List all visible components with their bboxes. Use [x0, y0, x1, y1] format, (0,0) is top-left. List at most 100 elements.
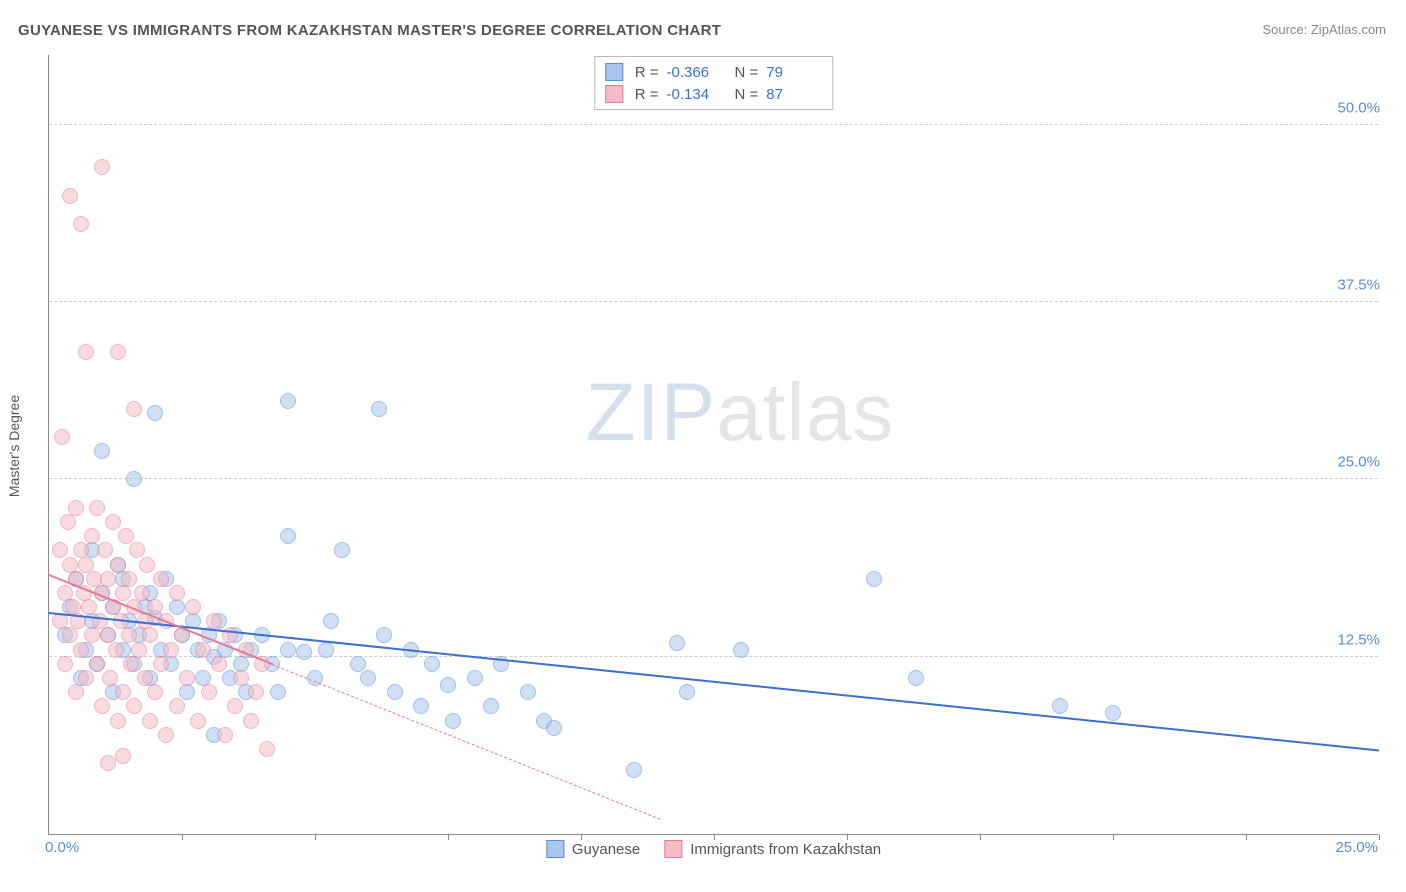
- data-point-kazakhstan: [62, 188, 78, 204]
- data-point-kazakhstan: [153, 571, 169, 587]
- data-point-kazakhstan: [57, 656, 73, 672]
- chart-title: GUYANESE VS IMMIGRANTS FROM KAZAKHSTAN M…: [18, 22, 721, 39]
- series-legend-item-guyanese: Guyanese: [546, 840, 640, 858]
- data-point-kazakhstan: [73, 216, 89, 232]
- data-point-kazakhstan: [102, 670, 118, 686]
- series-legend: Guyanese Immigrants from Kazakhstan: [546, 840, 881, 858]
- data-point-guyanese: [445, 713, 461, 729]
- data-point-guyanese: [1052, 698, 1068, 714]
- data-point-kazakhstan: [169, 585, 185, 601]
- data-point-kazakhstan: [52, 542, 68, 558]
- data-point-kazakhstan: [233, 670, 249, 686]
- data-point-guyanese: [669, 635, 685, 651]
- data-point-guyanese: [866, 571, 882, 587]
- data-point-guyanese: [280, 393, 296, 409]
- data-point-kazakhstan: [97, 542, 113, 558]
- data-point-guyanese: [424, 656, 440, 672]
- data-point-guyanese: [376, 627, 392, 643]
- legend-row-kazakhstan: R = -0.134 N = 87: [605, 83, 823, 105]
- series-legend-item-kazakhstan: Immigrants from Kazakhstan: [664, 840, 881, 858]
- source-attribution: Source: ZipAtlas.com: [1262, 22, 1386, 37]
- y-axis-label: Master's Degree: [6, 395, 22, 497]
- n-label: N =: [735, 86, 759, 103]
- data-point-guyanese: [520, 684, 536, 700]
- data-point-kazakhstan: [84, 627, 100, 643]
- data-point-kazakhstan: [190, 713, 206, 729]
- data-point-kazakhstan: [158, 727, 174, 743]
- data-point-guyanese: [387, 684, 403, 700]
- data-point-kazakhstan: [78, 670, 94, 686]
- data-point-kazakhstan: [78, 344, 94, 360]
- data-point-guyanese: [679, 684, 695, 700]
- data-point-guyanese: [280, 642, 296, 658]
- x-tick: [714, 834, 715, 840]
- data-point-guyanese: [270, 684, 286, 700]
- x-tick: [847, 834, 848, 840]
- data-point-guyanese: [626, 762, 642, 778]
- r-value: -0.134: [667, 86, 723, 103]
- data-point-kazakhstan: [105, 514, 121, 530]
- x-tick: [1113, 834, 1114, 840]
- x-tick: [1246, 834, 1247, 840]
- y-tick-label: 37.5%: [1331, 277, 1380, 294]
- data-point-kazakhstan: [129, 542, 145, 558]
- data-point-kazakhstan: [121, 571, 137, 587]
- data-point-kazakhstan: [62, 627, 78, 643]
- data-point-guyanese: [296, 644, 312, 660]
- x-tick: [182, 834, 183, 840]
- data-point-guyanese: [280, 528, 296, 544]
- data-point-kazakhstan: [211, 656, 227, 672]
- data-point-guyanese: [467, 670, 483, 686]
- scatter-plot-area: ZIPatlas R =-0.366N =79R =-0.134N =87 0.…: [48, 55, 1378, 835]
- data-point-kazakhstan: [100, 571, 116, 587]
- data-point-kazakhstan: [126, 698, 142, 714]
- r-label: R =: [635, 86, 659, 103]
- data-point-guyanese: [179, 684, 195, 700]
- data-point-kazakhstan: [60, 514, 76, 530]
- data-point-kazakhstan: [54, 429, 70, 445]
- data-point-kazakhstan: [115, 585, 131, 601]
- watermark: ZIPatlas: [586, 366, 895, 460]
- data-point-kazakhstan: [206, 613, 222, 629]
- data-point-guyanese: [733, 642, 749, 658]
- data-point-kazakhstan: [185, 599, 201, 615]
- data-point-kazakhstan: [108, 642, 124, 658]
- legend-row-guyanese: R =-0.366N =79: [605, 61, 823, 83]
- watermark-zip: ZIP: [586, 367, 717, 458]
- data-point-kazakhstan: [163, 642, 179, 658]
- data-point-kazakhstan: [169, 698, 185, 714]
- n-value: 87: [766, 86, 822, 103]
- data-point-guyanese: [318, 642, 334, 658]
- data-point-kazakhstan: [142, 627, 158, 643]
- data-point-kazakhstan: [73, 642, 89, 658]
- x-axis-origin-label: 0.0%: [45, 839, 79, 856]
- legend-swatch: [546, 840, 564, 858]
- y-tick-label: 50.0%: [1331, 99, 1380, 116]
- data-point-kazakhstan: [94, 698, 110, 714]
- data-point-kazakhstan: [115, 748, 131, 764]
- data-point-kazakhstan: [243, 713, 259, 729]
- data-point-kazakhstan: [139, 557, 155, 573]
- series-label: Immigrants from Kazakhstan: [690, 841, 881, 858]
- data-point-kazakhstan: [118, 528, 134, 544]
- n-value: 79: [766, 64, 822, 81]
- data-point-guyanese: [908, 670, 924, 686]
- data-point-kazakhstan: [147, 684, 163, 700]
- data-point-guyanese: [147, 405, 163, 421]
- data-point-guyanese: [413, 698, 429, 714]
- x-tick: [315, 834, 316, 840]
- r-value: -0.366: [667, 64, 723, 81]
- data-point-kazakhstan: [126, 401, 142, 417]
- data-point-guyanese: [334, 542, 350, 558]
- series-label: Guyanese: [572, 841, 640, 858]
- data-point-kazakhstan: [201, 684, 217, 700]
- trend-line: [272, 664, 661, 820]
- data-point-kazakhstan: [248, 684, 264, 700]
- data-point-kazakhstan: [179, 670, 195, 686]
- data-point-kazakhstan: [94, 159, 110, 175]
- n-label: N =: [735, 64, 759, 81]
- data-point-kazakhstan: [110, 344, 126, 360]
- data-point-guyanese: [483, 698, 499, 714]
- x-axis-max-label: 25.0%: [1335, 839, 1378, 856]
- data-point-guyanese: [546, 720, 562, 736]
